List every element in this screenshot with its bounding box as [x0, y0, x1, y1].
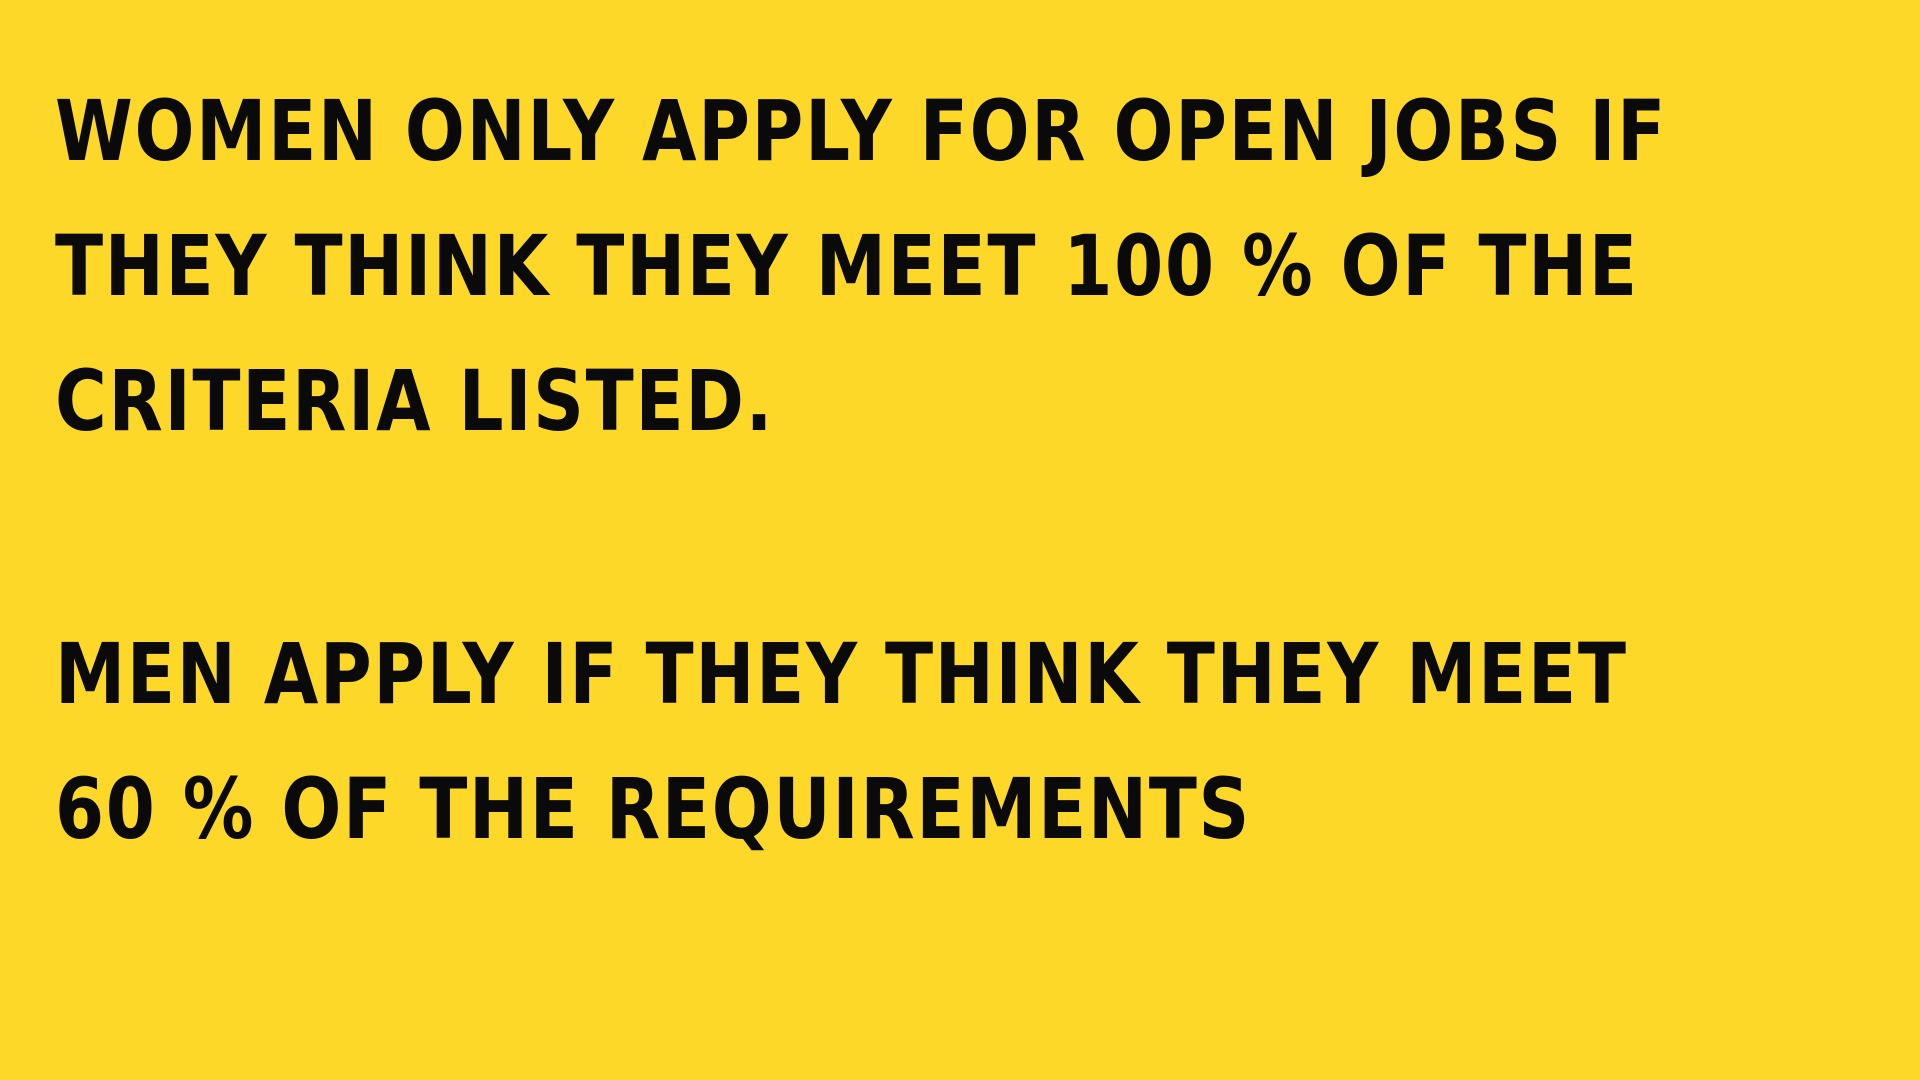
- men-statement-line-1: MEN APPLY IF THEY THINK THEY MEET: [55, 625, 1628, 723]
- women-statement-line-2: THEY THINK THEY MEET 100 % OF THE: [55, 217, 1639, 315]
- men-statement-line-2: 60 % OF THE REQUIREMENTS: [55, 760, 1252, 858]
- women-statement-line-3: CRITERIA LISTED.: [55, 352, 775, 450]
- women-statement-line-1: WOMEN ONLY APPLY FOR OPEN JOBS IF: [55, 82, 1668, 180]
- women-statement: WOMEN ONLY APPLY FOR OPEN JOBS IF THEY T…: [55, 64, 1668, 469]
- men-statement: MEN APPLY IF THEY THINK THEY MEET 60 % O…: [55, 607, 1628, 877]
